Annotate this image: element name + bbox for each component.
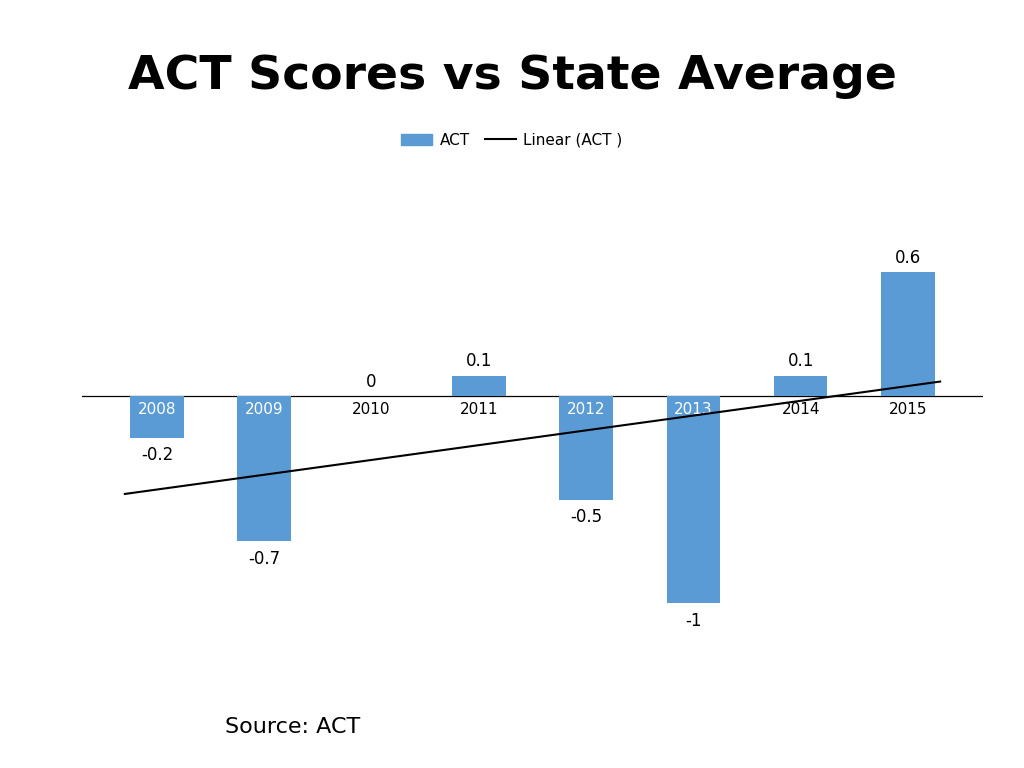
Text: 0: 0	[367, 373, 377, 391]
Text: 2009: 2009	[245, 402, 284, 416]
Bar	[667, 396, 720, 604]
Legend: ACT, Linear (ACT ): ACT, Linear (ACT )	[395, 127, 629, 154]
Bar	[881, 272, 935, 396]
Text: 2008: 2008	[138, 402, 176, 416]
Text: -0.7: -0.7	[248, 550, 281, 568]
Text: 2013: 2013	[674, 402, 713, 416]
Text: -0.5: -0.5	[570, 508, 602, 526]
Text: 0.1: 0.1	[787, 353, 814, 370]
Text: 2011: 2011	[460, 402, 498, 416]
Text: 0.6: 0.6	[895, 249, 921, 267]
Bar	[774, 376, 827, 396]
Text: 2012: 2012	[567, 402, 605, 416]
Bar	[238, 396, 291, 541]
Text: ACT Scores vs State Average: ACT Scores vs State Average	[128, 54, 896, 99]
Bar	[130, 396, 184, 438]
Bar	[559, 396, 613, 500]
Text: 2014: 2014	[781, 402, 820, 416]
Bar	[452, 376, 506, 396]
Text: Source: ACT: Source: ACT	[225, 717, 360, 737]
Text: 2015: 2015	[889, 402, 927, 416]
Text: 0.1: 0.1	[466, 353, 492, 370]
Text: -0.2: -0.2	[141, 446, 173, 464]
Text: 2010: 2010	[352, 402, 391, 416]
Text: -1: -1	[685, 611, 701, 630]
